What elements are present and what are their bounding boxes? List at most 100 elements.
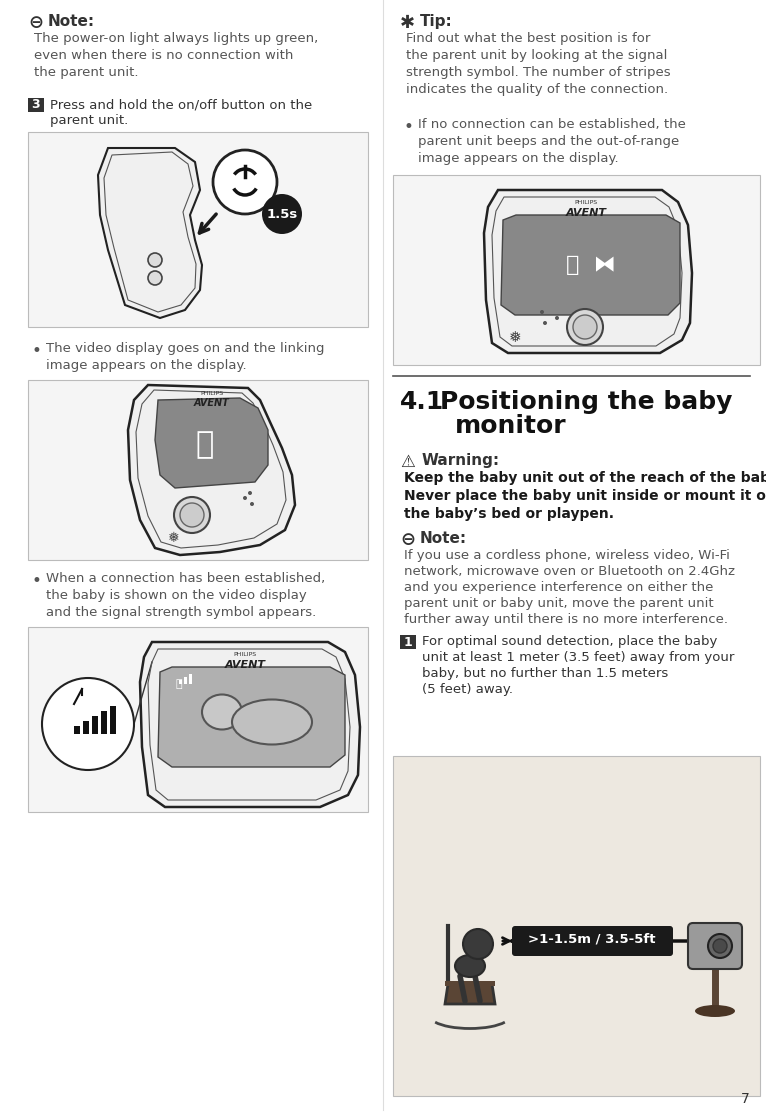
FancyBboxPatch shape bbox=[393, 756, 760, 1096]
Text: ⎙: ⎙ bbox=[196, 430, 214, 459]
Text: The video display goes on and the linking: The video display goes on and the linkin… bbox=[46, 342, 325, 355]
Text: The power-on light always lights up green,: The power-on light always lights up gree… bbox=[34, 32, 318, 45]
Polygon shape bbox=[158, 667, 345, 767]
Text: (5 feet) away.: (5 feet) away. bbox=[422, 682, 513, 696]
Circle shape bbox=[555, 316, 559, 319]
Text: even when there is no connection with: even when there is no connection with bbox=[34, 49, 293, 63]
Circle shape bbox=[213, 150, 277, 214]
Circle shape bbox=[567, 309, 603, 345]
Circle shape bbox=[250, 502, 254, 506]
Ellipse shape bbox=[695, 1005, 735, 1016]
FancyBboxPatch shape bbox=[393, 175, 760, 365]
Circle shape bbox=[463, 929, 493, 960]
Circle shape bbox=[708, 934, 732, 958]
Text: image appears on the display.: image appears on the display. bbox=[46, 359, 247, 372]
Text: ⚠: ⚠ bbox=[400, 454, 415, 471]
Text: unit at least 1 meter (3.5 feet) away from your: unit at least 1 meter (3.5 feet) away fr… bbox=[422, 651, 735, 663]
Text: baby, but no further than 1.5 meters: baby, but no further than 1.5 meters bbox=[422, 667, 668, 680]
Text: Tip:: Tip: bbox=[420, 15, 453, 29]
Text: If you use a cordless phone, wireless video, Wi-Fi: If you use a cordless phone, wireless vi… bbox=[404, 548, 730, 562]
Text: Note:: Note: bbox=[48, 15, 95, 29]
Text: AVENT: AVENT bbox=[194, 398, 230, 408]
FancyBboxPatch shape bbox=[400, 634, 416, 649]
Text: ✱: ✱ bbox=[400, 15, 415, 32]
Text: >1-1.5m / 3.5-5ft: >1-1.5m / 3.5-5ft bbox=[529, 933, 656, 945]
Polygon shape bbox=[484, 190, 692, 353]
Text: Press and hold the on/off button on the: Press and hold the on/off button on the bbox=[50, 98, 313, 111]
FancyBboxPatch shape bbox=[28, 380, 368, 560]
Bar bbox=[83, 720, 89, 734]
Text: ⎘  ⧓: ⎘ ⧓ bbox=[566, 255, 616, 275]
Polygon shape bbox=[155, 398, 268, 488]
Text: If no connection can be established, the: If no connection can be established, the bbox=[418, 118, 686, 131]
Circle shape bbox=[180, 503, 204, 527]
Text: AVENT: AVENT bbox=[224, 660, 266, 670]
Circle shape bbox=[42, 678, 134, 770]
Text: 1.5s: 1.5s bbox=[267, 208, 298, 220]
Text: monitor: monitor bbox=[455, 414, 567, 438]
Text: Positioning the baby: Positioning the baby bbox=[440, 390, 732, 414]
Text: Note:: Note: bbox=[420, 531, 467, 546]
Text: strength symbol. The number of stripes: strength symbol. The number of stripes bbox=[406, 66, 670, 79]
FancyBboxPatch shape bbox=[28, 98, 44, 112]
Text: 7: 7 bbox=[741, 1092, 750, 1106]
Circle shape bbox=[573, 315, 597, 338]
Text: For optimal sound detection, place the baby: For optimal sound detection, place the b… bbox=[422, 634, 718, 648]
Text: and you experience interference on either the: and you experience interference on eithe… bbox=[404, 581, 713, 594]
Text: 1: 1 bbox=[404, 636, 412, 649]
Ellipse shape bbox=[455, 955, 485, 977]
Circle shape bbox=[148, 271, 162, 285]
Text: PHILIPS: PHILIPS bbox=[574, 200, 597, 206]
Polygon shape bbox=[128, 385, 295, 555]
Bar bbox=[184, 677, 187, 684]
Circle shape bbox=[543, 321, 547, 325]
Text: and the signal strength symbol appears.: and the signal strength symbol appears. bbox=[46, 607, 316, 619]
Circle shape bbox=[174, 497, 210, 533]
Text: the baby’s bed or playpen.: the baby’s bed or playpen. bbox=[404, 507, 614, 521]
Text: When a connection has been established,: When a connection has been established, bbox=[46, 572, 326, 585]
Text: parent unit.: parent unit. bbox=[50, 114, 128, 127]
Text: image appears on the display.: image appears on the display. bbox=[418, 152, 619, 165]
FancyBboxPatch shape bbox=[28, 627, 368, 812]
Polygon shape bbox=[140, 642, 360, 806]
Text: ⊖: ⊖ bbox=[400, 531, 415, 548]
Bar bbox=[189, 674, 192, 684]
FancyBboxPatch shape bbox=[512, 926, 673, 956]
Text: parent unit or baby unit, move the parent unit: parent unit or baby unit, move the paren… bbox=[404, 596, 714, 610]
Text: the parent unit.: the parent unit. bbox=[34, 66, 139, 79]
Bar bbox=[110, 706, 116, 734]
Text: ❅: ❅ bbox=[509, 330, 522, 344]
Text: 4.1: 4.1 bbox=[400, 390, 444, 414]
Ellipse shape bbox=[232, 699, 312, 745]
Bar bbox=[445, 981, 495, 986]
Text: •: • bbox=[32, 342, 42, 360]
Circle shape bbox=[148, 252, 162, 267]
Text: the baby is shown on the video display: the baby is shown on the video display bbox=[46, 589, 306, 602]
Text: indicates the quality of the connection.: indicates the quality of the connection. bbox=[406, 83, 668, 96]
Polygon shape bbox=[501, 214, 680, 315]
Polygon shape bbox=[445, 984, 495, 1004]
Text: •: • bbox=[404, 118, 414, 136]
Text: network, microwave oven or Bluetooth on 2.4Ghz: network, microwave oven or Bluetooth on … bbox=[404, 565, 735, 577]
Bar bbox=[179, 680, 182, 684]
Text: ⊖: ⊖ bbox=[28, 15, 43, 32]
Circle shape bbox=[713, 939, 727, 953]
Text: further away until there is no more interference.: further away until there is no more inte… bbox=[404, 613, 728, 626]
Text: ❅: ❅ bbox=[169, 531, 180, 545]
FancyBboxPatch shape bbox=[28, 132, 368, 327]
Text: Find out what the best position is for: Find out what the best position is for bbox=[406, 32, 650, 45]
Bar bbox=[101, 712, 107, 734]
Circle shape bbox=[262, 194, 302, 233]
Circle shape bbox=[248, 491, 252, 495]
Text: PHILIPS: PHILIPS bbox=[201, 391, 224, 397]
Ellipse shape bbox=[202, 695, 242, 729]
Circle shape bbox=[540, 311, 544, 314]
Text: AVENT: AVENT bbox=[565, 208, 607, 218]
Circle shape bbox=[243, 496, 247, 500]
Bar bbox=[92, 716, 98, 734]
Text: •: • bbox=[32, 572, 42, 590]
Text: 3: 3 bbox=[31, 98, 41, 112]
Text: parent unit beeps and the out-of-range: parent unit beeps and the out-of-range bbox=[418, 135, 679, 147]
Polygon shape bbox=[98, 147, 202, 318]
Text: ⻝: ⻝ bbox=[175, 679, 182, 689]
